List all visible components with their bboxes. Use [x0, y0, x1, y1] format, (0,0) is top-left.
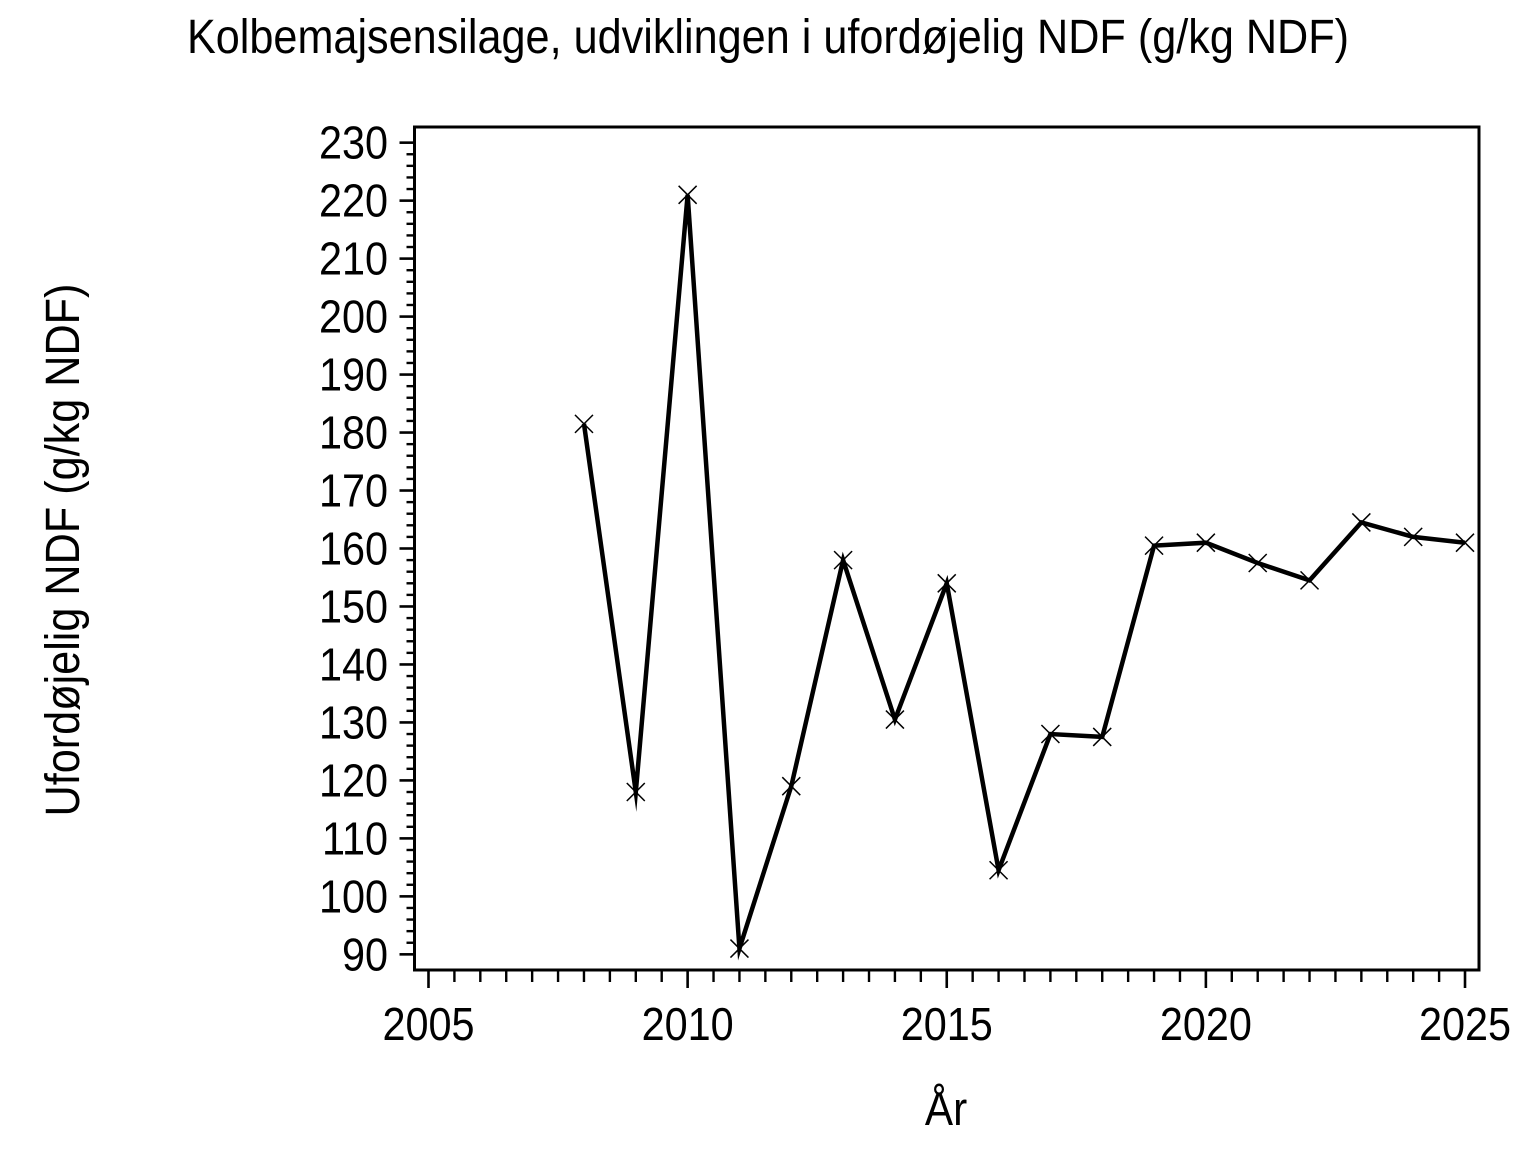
data-point-marker: [885, 710, 905, 730]
y-tick-label: 170: [319, 466, 388, 518]
x-tick-label: 2025: [1419, 999, 1511, 1051]
y-tick-label: 140: [319, 639, 388, 691]
y-tick-label: 200: [319, 292, 388, 344]
y-tick-label: 120: [319, 755, 388, 807]
y-tick-label: 160: [319, 524, 388, 576]
x-tick-label: 2015: [901, 999, 993, 1051]
data-point-marker: [1144, 536, 1164, 556]
data-point-marker: [1455, 533, 1475, 553]
y-tick-label: 210: [319, 234, 388, 286]
data-point-marker: [781, 776, 801, 796]
chart-title: Kolbemajsensilage, udviklingen i ufordøj…: [186, 11, 1350, 64]
data-point-marker: [1196, 533, 1216, 553]
data-point-marker: [1248, 553, 1268, 573]
y-tick-label: 150: [319, 581, 388, 633]
data-line: [581, 194, 1466, 961]
y-tick-label: 190: [319, 350, 388, 402]
data-point-marker: [1299, 570, 1320, 590]
y-tick-label: 230: [319, 118, 388, 170]
x-tick-label: 2010: [642, 999, 734, 1051]
data-point-marker: [937, 573, 957, 593]
data-point-marker: [1403, 527, 1423, 547]
x-tick-label: 2005: [382, 999, 474, 1051]
x-tick-label: 2020: [1160, 999, 1252, 1051]
y-tick-label: 90: [342, 929, 388, 981]
data-point-marker: [626, 782, 646, 802]
y-tick-label: 130: [319, 697, 388, 749]
data-point-marker: [1351, 512, 1371, 532]
data-point-marker: [833, 550, 853, 570]
data-point-marker: [678, 185, 698, 205]
y-tick-label: 180: [319, 408, 388, 460]
data-point-marker: [989, 860, 1009, 880]
data-point-marker: [1092, 727, 1112, 747]
y-tick-label: 110: [322, 813, 388, 865]
data-point-marker: [729, 939, 749, 959]
y-axis-label: Ufordøjelig NDF (g/kg NDF): [37, 283, 90, 817]
y-tick-label: 100: [319, 871, 388, 923]
plot-frame: [413, 125, 1481, 972]
y-tick-label: 220: [319, 176, 388, 228]
x-axis-label: År: [924, 1082, 968, 1135]
data-point-marker: [1040, 724, 1060, 744]
data-point-marker: [574, 414, 594, 434]
